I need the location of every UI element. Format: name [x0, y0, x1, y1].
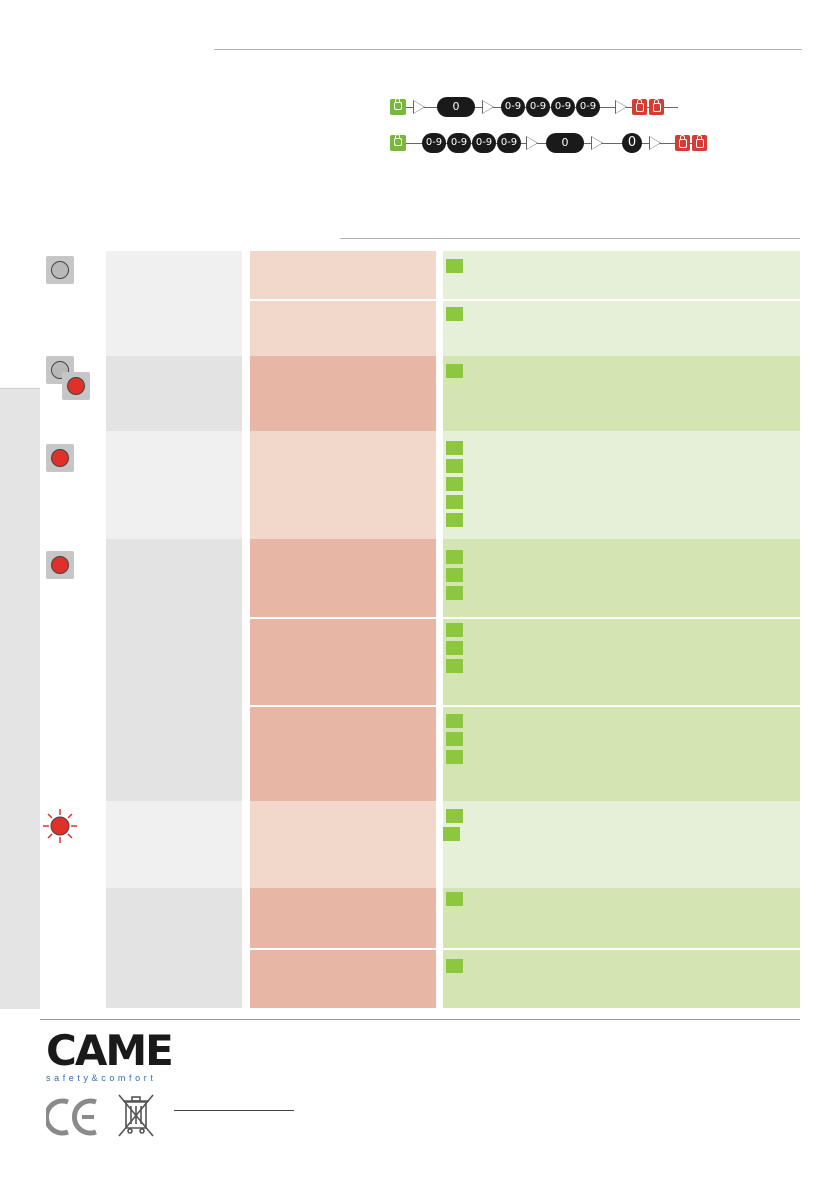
remedy-cell	[443, 707, 800, 801]
unlock-key-icon	[390, 134, 406, 151]
digit-token: 0-9	[576, 97, 600, 117]
weee-bin-icon	[116, 1092, 156, 1145]
state-cell	[106, 888, 242, 1008]
cause-cell	[250, 707, 436, 801]
digit-token: 0-9	[497, 133, 521, 153]
lock-key-icon	[675, 135, 690, 151]
ce-mark-icon	[44, 1098, 100, 1141]
cause-cell	[250, 801, 436, 888]
logo-tagline: safety&comfort	[46, 1073, 157, 1083]
digit-token: 0-9	[472, 133, 496, 153]
sequence-row-2: 0-9 0-9 0-9 0-9 0 0	[390, 133, 720, 155]
state-cell	[106, 539, 242, 801]
remedy-cell	[443, 301, 800, 356]
digit-token: 0-9	[501, 97, 525, 117]
top-rule	[214, 49, 802, 50]
lock-key-icon	[692, 135, 707, 151]
led-on-icon	[46, 444, 74, 472]
remedy-cell	[443, 539, 800, 617]
digit-token: 0-9	[447, 133, 471, 153]
zero-label: 0	[452, 100, 460, 113]
cause-cell	[250, 431, 436, 539]
code-zero-token: 0	[622, 133, 642, 153]
cause-cell	[250, 356, 436, 431]
cause-cell	[250, 251, 436, 299]
footer-rule	[40, 1019, 800, 1020]
digit-token: 0-9	[422, 133, 446, 153]
digit-token: 0-9	[551, 97, 575, 117]
state-cell	[106, 251, 242, 356]
cause-cell	[250, 888, 436, 948]
remedy-cell	[443, 888, 800, 948]
state-cell	[106, 801, 242, 888]
lock-key-icon	[649, 99, 664, 115]
section-rule	[340, 238, 800, 239]
logo-wordmark: CAME	[46, 1026, 174, 1075]
cause-cell	[250, 619, 436, 705]
unlock-key-icon	[390, 98, 406, 115]
footer-short-rule	[174, 1110, 294, 1111]
remedy-cell	[443, 431, 800, 539]
remedy-cell	[443, 619, 800, 705]
state-cell	[106, 356, 242, 431]
side-band	[0, 388, 40, 1009]
led-on-icon	[62, 372, 90, 400]
remedy-cell	[443, 356, 800, 431]
led-on-icon	[46, 551, 74, 579]
remedy-cell	[443, 801, 800, 888]
led-blinking-icon	[42, 808, 78, 844]
cause-cell	[250, 539, 436, 617]
remedy-cell	[443, 251, 800, 299]
cause-cell	[250, 950, 436, 1008]
code-zero-token: 0	[546, 133, 584, 153]
came-logo: CAME safety&comfort	[46, 1026, 174, 1084]
lock-key-icon	[632, 99, 647, 115]
led-off-icon	[46, 256, 74, 284]
state-cell	[106, 431, 242, 539]
remedy-cell	[443, 950, 800, 1008]
cause-cell	[250, 301, 436, 356]
digit-token: 0-9	[526, 97, 550, 117]
code-zero-token: 0	[437, 97, 475, 117]
sequence-row-1: 0 0-9 0-9 0-9 0-9	[390, 97, 690, 119]
